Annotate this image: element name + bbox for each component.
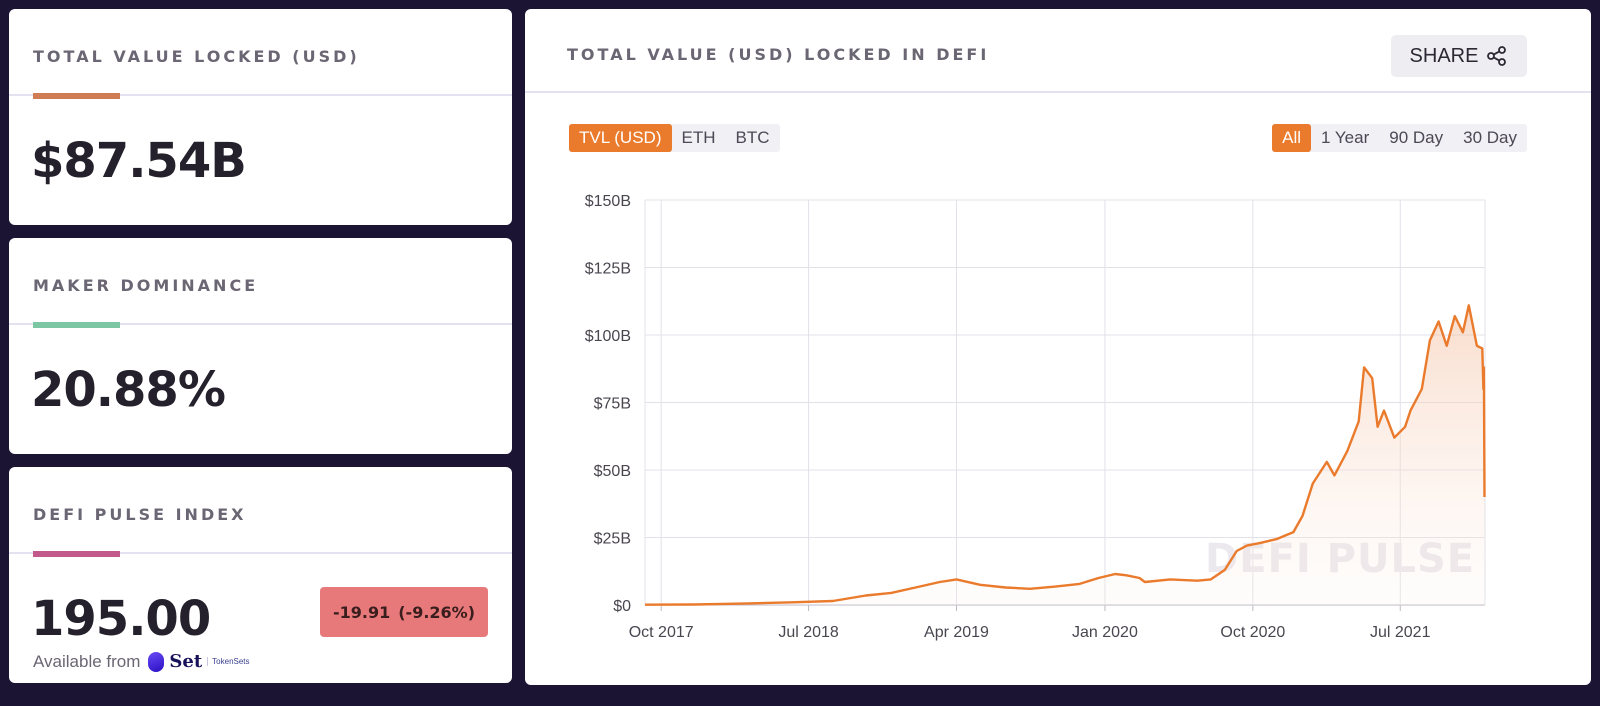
tvl-chart-card: TOTAL VALUE (USD) LOCKED IN DEFI SHARE T…	[525, 9, 1591, 685]
set-logo-icon	[148, 651, 165, 672]
y-tick-label: $150B	[585, 193, 631, 210]
set-logo-word: Set	[169, 651, 203, 672]
x-tick-label: Oct 2020	[1220, 624, 1285, 641]
tab-eth[interactable]: ETH	[681, 128, 716, 147]
index-change-badge: -19.91 (-9.26%)	[320, 587, 488, 637]
index-title: DEFI PULSE INDEX	[33, 505, 247, 524]
y-tick-label: $0	[613, 598, 631, 615]
range-90-day[interactable]: 90 Day	[1389, 128, 1444, 147]
x-tick-label: Jul 2021	[1370, 624, 1431, 641]
index-accent-bar	[33, 551, 120, 557]
maker-accent-bar	[33, 322, 120, 328]
divider	[9, 552, 512, 554]
tvl-area-fill	[645, 305, 1485, 605]
divider	[9, 94, 512, 96]
tvl-series-line	[644, 304, 1486, 606]
share-button[interactable]: SHARE	[1391, 35, 1527, 77]
currency-toggle: TVL (USD) ETH BTC	[569, 124, 780, 152]
share-label: SHARE	[1409, 44, 1479, 67]
range-1-year[interactable]: 1 Year	[1321, 128, 1370, 147]
range-30-day[interactable]: 30 Day	[1463, 128, 1517, 147]
tvl-value: $87.54B	[31, 133, 247, 189]
x-tick-label: Apr 2019	[924, 624, 989, 641]
tvl-card: TOTAL VALUE LOCKED (USD) $87.54B	[9, 9, 512, 225]
y-tick-label: $25B	[594, 531, 631, 548]
chart-title: TOTAL VALUE (USD) LOCKED IN DEFI	[567, 45, 990, 64]
range-all[interactable]: All	[1272, 124, 1312, 152]
tab-btc[interactable]: BTC	[735, 128, 770, 147]
index-value: 195.00	[31, 591, 211, 647]
tvl-area-chart: DEFI PULSE $0$25B$50B$75B$100B$125B$150B…	[585, 193, 1486, 641]
maker-value: 20.88%	[31, 362, 226, 418]
share-icon	[1487, 46, 1507, 66]
maker-title: MAKER DOMINANCE	[33, 276, 259, 295]
available-label: Available from	[33, 651, 141, 671]
x-tick-label: Oct 2017	[629, 624, 694, 641]
tvl-title: TOTAL VALUE LOCKED (USD)	[33, 47, 360, 66]
y-tick-label: $50B	[594, 463, 631, 480]
y-tick-label: $100B	[585, 328, 631, 345]
index-change-pct: (-9.26%)	[398, 602, 476, 622]
maker-dominance-card: MAKER DOMINANCE 20.88%	[9, 238, 512, 454]
defi-pulse-index-card: DEFI PULSE INDEX 195.00 -19.91 (-9.26%) …	[9, 467, 512, 683]
x-tick-label: Jan 2020	[1072, 624, 1138, 641]
range-toggle: All 1 Year 90 Day 30 Day	[1272, 124, 1527, 152]
divider	[525, 91, 1591, 93]
available-from: Available from Set TokenSets	[33, 651, 250, 672]
y-tick-label: $125B	[585, 261, 631, 278]
tab-tvl-usd[interactable]: TVL (USD)	[569, 124, 672, 152]
set-logo-sub: TokenSets	[207, 657, 250, 666]
index-change-abs: -19.91	[332, 602, 391, 622]
divider	[9, 323, 512, 325]
tvl-accent-bar	[33, 93, 120, 99]
y-tick-label: $75B	[594, 396, 631, 413]
x-tick-label: Jul 2018	[778, 624, 839, 641]
tokensets-logo[interactable]: Set TokenSets	[148, 651, 250, 672]
